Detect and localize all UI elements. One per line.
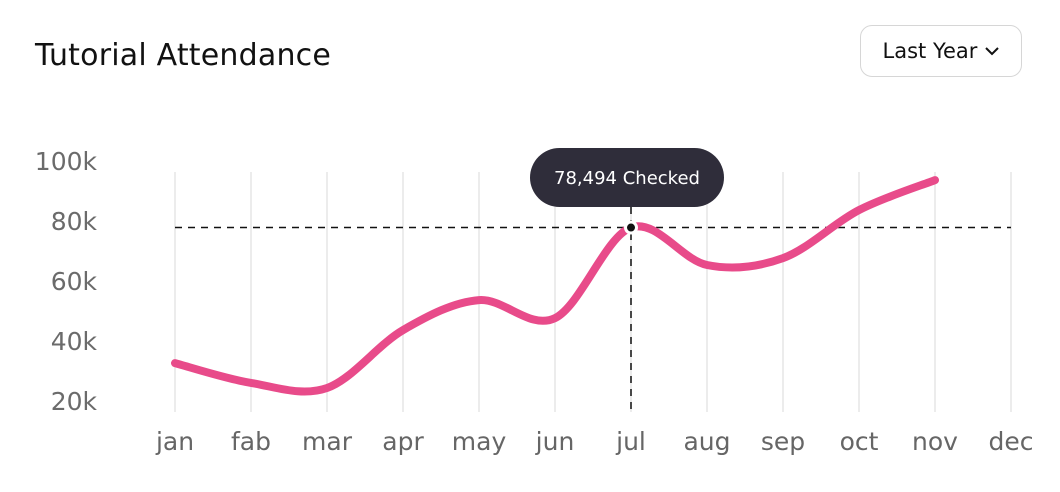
y-tick-label: 80k xyxy=(51,207,98,236)
y-tick-label: 100k xyxy=(35,147,98,176)
x-tick-label: apr xyxy=(382,427,424,456)
period-label: Last Year xyxy=(882,39,978,63)
x-tick-label: jan xyxy=(155,427,194,456)
x-tick-label: oct xyxy=(840,427,879,456)
period-dropdown[interactable]: Last Year xyxy=(860,25,1022,77)
x-tick-label: dec xyxy=(989,427,1034,456)
x-tick-label: mar xyxy=(302,427,353,456)
x-tick-label: aug xyxy=(683,427,730,456)
y-tick-label: 40k xyxy=(51,327,98,356)
highlight-point xyxy=(624,220,638,235)
tooltip-text: 78,494 Checked xyxy=(554,168,700,189)
y-tick-label: 60k xyxy=(51,267,98,296)
x-tick-label: fab xyxy=(231,427,271,456)
tooltip xyxy=(530,148,724,207)
chevron-icon xyxy=(985,47,1000,56)
x-tick-label: jul xyxy=(615,427,646,456)
line-series xyxy=(171,176,939,396)
chart-title: Tutorial Attendance xyxy=(35,38,332,73)
x-tick-label: sep xyxy=(761,427,805,456)
x-tick-label: jun xyxy=(535,427,575,456)
y-tick-label: 20k xyxy=(51,387,98,416)
x-tick-label: may xyxy=(452,427,507,456)
x-tick-label: nov xyxy=(912,427,958,456)
